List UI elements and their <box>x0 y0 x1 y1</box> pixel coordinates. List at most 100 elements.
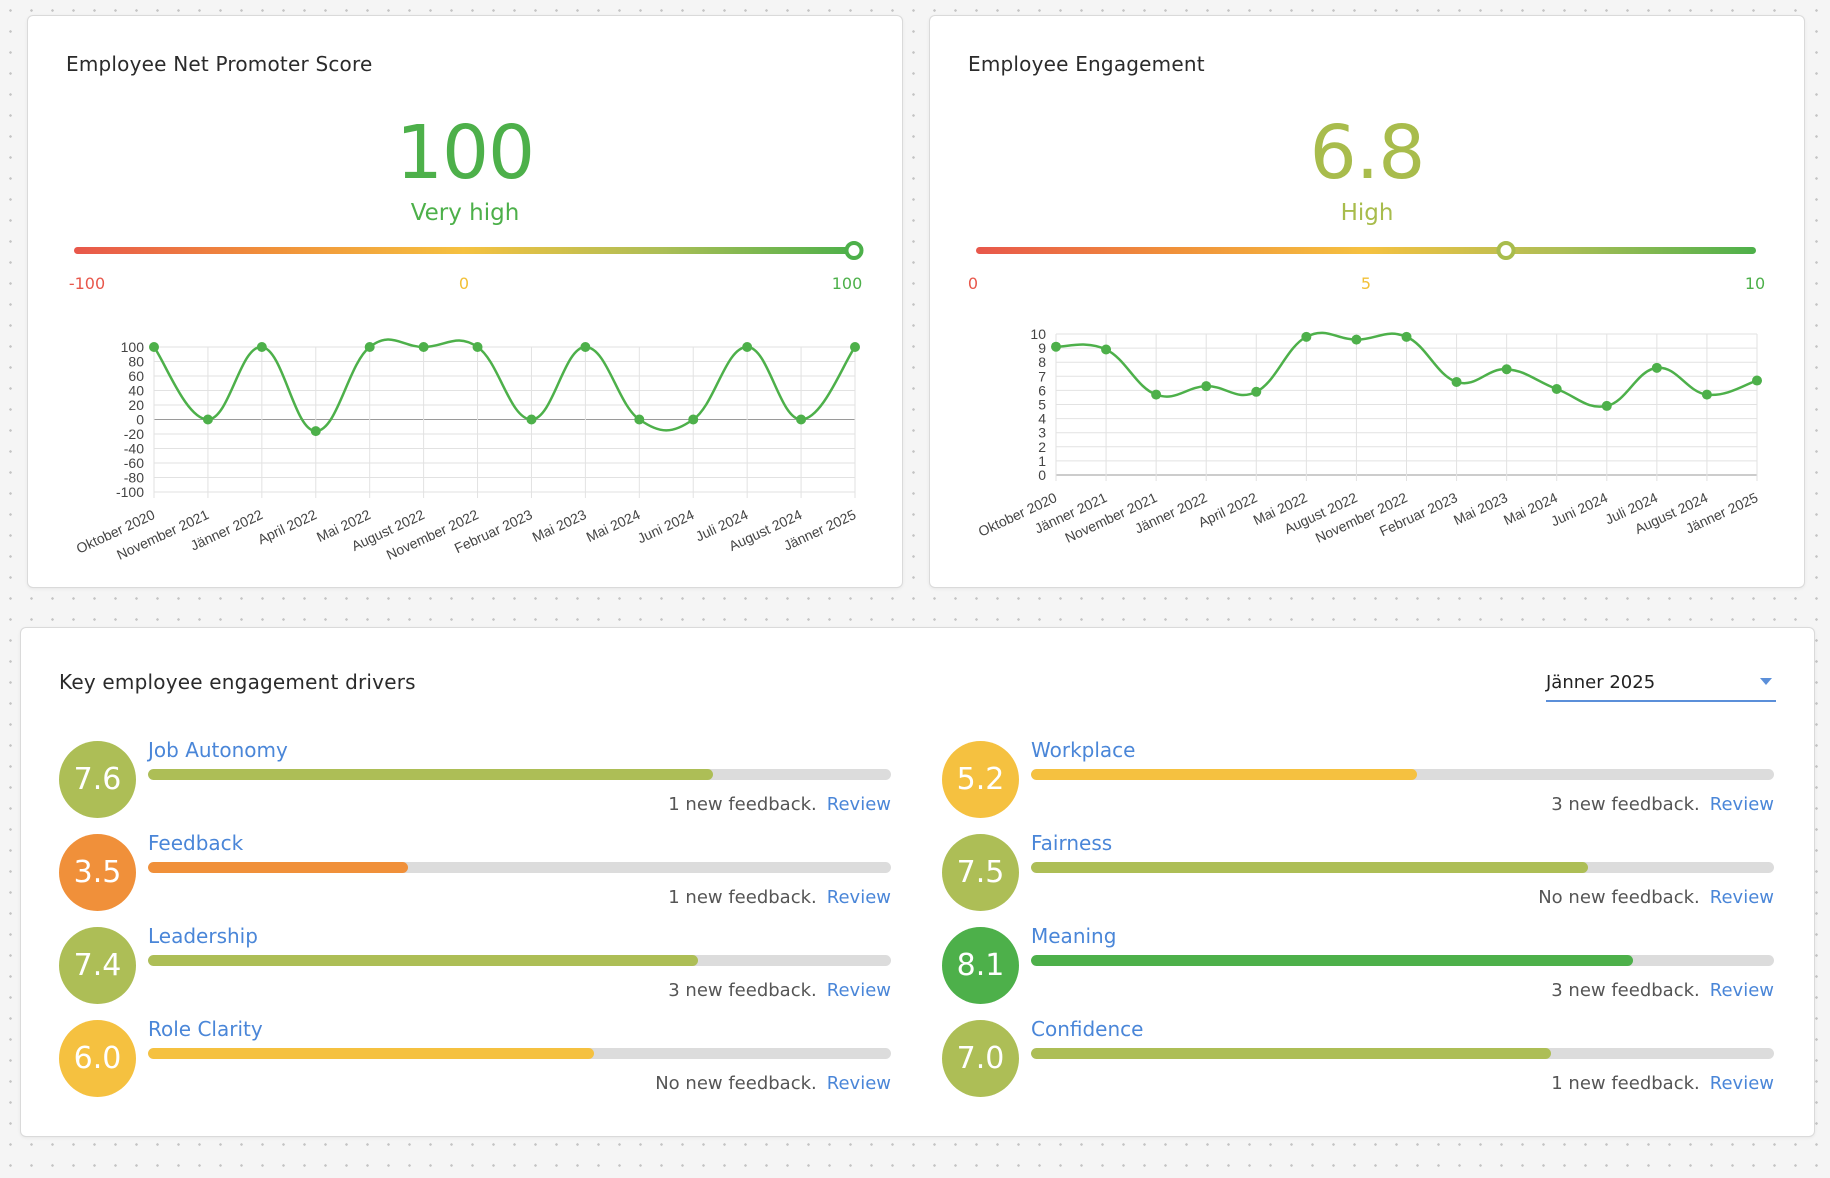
driver-name-link[interactable]: Fairness <box>1031 831 1113 855</box>
enps-gauge-bar <box>74 247 854 254</box>
engagement-data-point <box>1351 334 1362 345</box>
enps-ytick-label: 100 <box>121 339 145 355</box>
enps-gauge-knob <box>844 241 864 260</box>
driver-name-link[interactable]: Workplace <box>1031 738 1136 762</box>
driver-confidence: 7.0 Confidence 1 new feedback. Review <box>942 1017 1777 1107</box>
enps-ytick-label: -100 <box>116 484 144 500</box>
engagement-ytick-label: 7 <box>1038 368 1046 384</box>
driver-feedback: 3.5 Feedback 1 new feedback. Review <box>59 831 894 921</box>
enps-data-point <box>310 426 321 437</box>
engagement-data-point <box>1201 381 1212 392</box>
enps-xtick-label: Juni 2024 <box>635 506 697 546</box>
enps-ytick-label: -40 <box>124 441 144 457</box>
engagement-data-point <box>1701 389 1712 400</box>
engagement-data-point <box>1051 341 1061 352</box>
engagement-title: Employee Engagement <box>968 52 1205 76</box>
driver-name-link[interactable]: Feedback <box>148 831 244 855</box>
driver-review-link[interactable]: Review <box>1709 887 1774 908</box>
engagement-data-point <box>1101 344 1112 355</box>
driver-feedback: 3 new feedback. Review <box>1551 980 1774 1001</box>
enps-gauge-tick-min: -100 <box>68 274 106 293</box>
driver-name-link[interactable]: Job Autonomy <box>148 738 288 762</box>
driver-progress-track <box>1031 955 1774 966</box>
driver-feedback-text: 3 new feedback. <box>668 980 817 1001</box>
drivers-card: Key employee engagement drivers Jänner 2… <box>20 627 1815 1137</box>
enps-card: Employee Net Promoter Score 100 Very hig… <box>27 15 903 588</box>
driver-score-badge: 7.4 <box>59 927 136 1004</box>
driver-score-badge: 7.6 <box>59 741 136 818</box>
enps-xtick-label: Mai 2024 <box>584 506 643 545</box>
driver-name-link[interactable]: Meaning <box>1031 924 1117 948</box>
engagement-ytick-label: 10 <box>1030 326 1046 342</box>
driver-feedback: 1 new feedback. Review <box>668 887 891 908</box>
enps-score: 100 <box>395 110 535 196</box>
enps-ytick-label: 0 <box>136 412 144 428</box>
enps-data-point <box>202 414 213 425</box>
driver-progress-track <box>1031 1048 1774 1059</box>
driver-feedback-text: 1 new feedback. <box>1551 1073 1700 1094</box>
driver-score-badge: 5.2 <box>942 741 1019 818</box>
driver-name-link[interactable]: Leadership <box>148 924 258 948</box>
engagement-data-point <box>1401 331 1412 342</box>
driver-feedback: No new feedback. Review <box>1538 887 1774 908</box>
driver-progress-fill <box>1031 862 1589 873</box>
driver-review-link[interactable]: Review <box>826 980 891 1001</box>
driver-review-link[interactable]: Review <box>826 1073 891 1094</box>
period-select[interactable]: Jänner 2025 <box>1546 668 1776 702</box>
enps-gauge-tick-mid: 0 <box>458 274 470 293</box>
enps-ytick-label: 20 <box>128 397 144 413</box>
engagement-data-point <box>1151 389 1162 400</box>
driver-review-link[interactable]: Review <box>826 887 891 908</box>
engagement-ytick-label: 6 <box>1038 382 1046 398</box>
driver-progress-fill <box>148 1048 594 1059</box>
enps-xtick-label: April 2022 <box>255 506 319 547</box>
engagement-data-point <box>1651 362 1662 373</box>
engagement-score-label: High <box>1340 200 1394 226</box>
driver-score-badge: 7.5 <box>942 834 1019 911</box>
driver-review-link[interactable]: Review <box>1709 980 1774 1001</box>
driver-progress-track <box>1031 769 1774 780</box>
driver-review-link[interactable]: Review <box>1709 1073 1774 1094</box>
enps-ytick-label: 40 <box>128 383 144 399</box>
engagement-gauge-bar <box>976 247 1756 254</box>
driver-progress-track <box>148 955 891 966</box>
engagement-xtick-label: Mai 2023 <box>1451 489 1510 528</box>
enps-ytick-label: -80 <box>124 470 144 486</box>
driver-job-autonomy: 7.6 Job Autonomy 1 new feedback. Review <box>59 738 894 828</box>
driver-progress-track <box>148 769 891 780</box>
driver-review-link[interactable]: Review <box>826 794 891 815</box>
driver-name-link[interactable]: Role Clarity <box>148 1017 263 1041</box>
driver-score-badge: 7.0 <box>942 1020 1019 1097</box>
enps-score-label: Very high <box>410 200 520 226</box>
engagement-ytick-label: 0 <box>1038 467 1046 483</box>
driver-progress-fill <box>1031 769 1418 780</box>
enps-data-point <box>526 414 537 425</box>
driver-feedback: 1 new feedback. Review <box>668 794 891 815</box>
engagement-ytick-label: 8 <box>1038 354 1046 370</box>
enps-data-point <box>634 414 645 425</box>
engagement-gauge-tick-mid: 5 <box>1360 274 1372 293</box>
driver-feedback: 3 new feedback. Review <box>668 980 891 1001</box>
driver-progress-fill <box>1031 1048 1552 1059</box>
driver-progress-track <box>148 1048 891 1059</box>
driver-score-badge: 6.0 <box>59 1020 136 1097</box>
driver-review-link[interactable]: Review <box>1709 794 1774 815</box>
engagement-grid <box>1055 333 1758 481</box>
enps-gauge-tick-max: 100 <box>831 274 863 293</box>
driver-feedback-text: 3 new feedback. <box>1551 980 1700 1001</box>
engagement-gauge-knob <box>1496 241 1516 260</box>
enps-series-line <box>152 338 857 433</box>
engagement-data-point <box>1451 376 1462 387</box>
driver-feedback-text: 1 new feedback. <box>668 887 817 908</box>
engagement-data-point <box>1601 400 1612 411</box>
driver-workplace: 5.2 Workplace 3 new feedback. Review <box>942 738 1777 828</box>
driver-name-link[interactable]: Confidence <box>1031 1017 1144 1041</box>
enps-data-point <box>472 342 483 352</box>
driver-progress-track <box>148 862 891 873</box>
driver-feedback-text: 1 new feedback. <box>668 794 817 815</box>
engagement-data-point <box>1251 386 1262 397</box>
driver-feedback: 3 new feedback. Review <box>1551 794 1774 815</box>
drivers-title: Key employee engagement drivers <box>59 670 416 694</box>
driver-feedback-text: No new feedback. <box>1538 887 1700 908</box>
